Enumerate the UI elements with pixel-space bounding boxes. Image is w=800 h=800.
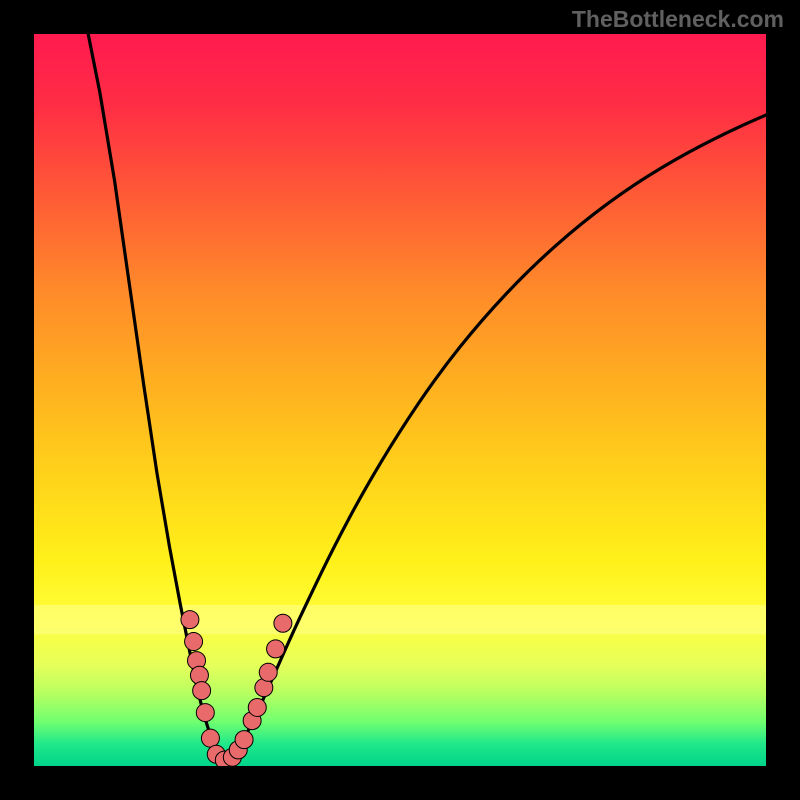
data-marker xyxy=(274,614,292,632)
data-marker xyxy=(185,633,203,651)
chart-container: TheBottleneck.com xyxy=(0,0,800,800)
data-marker xyxy=(235,731,253,749)
data-marker xyxy=(259,663,277,681)
data-marker xyxy=(193,682,211,700)
data-marker xyxy=(248,698,266,716)
data-markers xyxy=(181,611,292,766)
data-marker xyxy=(181,611,199,629)
data-marker xyxy=(201,729,219,747)
curve-right xyxy=(227,109,766,758)
data-marker xyxy=(267,640,285,658)
watermark-text: TheBottleneck.com xyxy=(572,6,784,33)
curve-left xyxy=(85,34,227,757)
plot-area xyxy=(34,34,766,766)
curves-layer xyxy=(34,34,766,766)
data-marker xyxy=(196,704,214,722)
